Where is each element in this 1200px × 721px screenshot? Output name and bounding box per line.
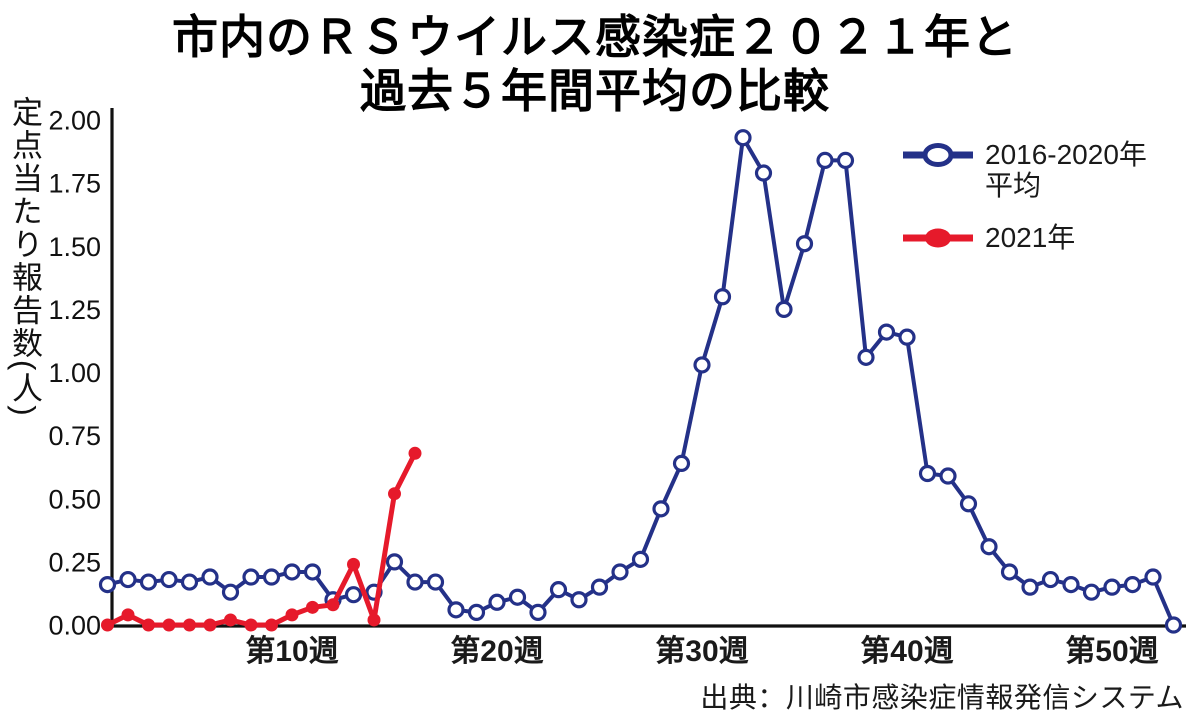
year2021-series-point-marker — [326, 598, 340, 612]
avg-series-point-marker — [898, 328, 916, 346]
avg-series-point-marker — [980, 538, 998, 556]
year2021-series-point-marker — [162, 618, 176, 632]
year2021-series-line — [105, 450, 418, 628]
x-axis-tick-label: 第30週 — [655, 634, 748, 668]
avg-series-point-marker — [283, 563, 301, 581]
year2021-series-point-marker — [142, 618, 155, 632]
avg-series-point-marker — [98, 575, 117, 594]
avg-series-point-marker — [713, 288, 732, 306]
y-axis-tick-label: 0.00 — [48, 611, 101, 641]
y-axis-tick-label: 1.25 — [48, 295, 101, 325]
avg-series-point-marker — [652, 500, 670, 518]
y-axis-tick-label: 0.50 — [48, 484, 101, 514]
avg-series-point-marker — [139, 573, 158, 591]
x-axis-tick-label: 第20週 — [450, 634, 543, 668]
avg-series-point-marker — [590, 578, 609, 596]
avg-series-point-marker — [1123, 575, 1142, 594]
avg-series-point-marker — [160, 570, 178, 589]
avg-series-point-marker — [426, 573, 445, 591]
legend-label-avg: 2016-2020年 平均 — [985, 139, 1147, 201]
avg-series-point-marker — [734, 129, 752, 147]
year2021-series-point-marker — [408, 446, 422, 460]
avg-series-point-marker — [918, 464, 937, 483]
avg-series-point-marker — [262, 568, 281, 586]
y-axis-tick-label: 1.75 — [48, 169, 101, 199]
avg-series-point-marker — [1000, 563, 1019, 581]
avg-series-point-marker — [775, 300, 793, 318]
chart-title-line1: 市内のＲＳウイルス感染症２０２１年と — [172, 11, 1018, 63]
avg-series-point-marker — [1021, 578, 1039, 596]
avg-series-point-marker — [672, 454, 691, 472]
avg-series-point-marker — [549, 581, 568, 599]
avg-series-point-marker — [754, 164, 773, 182]
y-axis-tick-label: 0.75 — [48, 421, 101, 451]
year2021-series-legend-marker-icon — [903, 228, 973, 248]
avg-series-point-marker — [119, 570, 137, 589]
avg-series-point-marker — [959, 495, 978, 513]
avg-series-point-marker — [795, 235, 814, 253]
y-axis-tick-label: 2.00 — [48, 106, 101, 136]
x-axis-tick-label: 第10週 — [245, 634, 338, 668]
avg-series-point-marker — [939, 467, 957, 485]
legend-item-2021: 2021年 — [903, 222, 1198, 253]
legend-label-avg-line2: 平均 — [985, 170, 1042, 201]
y-axis-tick-label: 1.00 — [48, 358, 101, 388]
avg-series-point-marker — [180, 573, 199, 591]
avg-series-point-marker — [857, 348, 875, 366]
avg-series-point-marker — [1144, 568, 1162, 586]
legend-item-avg: 2016-2020年 平均 — [903, 139, 1198, 201]
avg-series-point-marker — [344, 586, 363, 604]
year2021-series-point-marker — [285, 608, 299, 622]
avg-series-point-marker — [303, 563, 322, 581]
source-credit: 出典：川崎市感染症情報発信システム — [700, 682, 1184, 713]
x-axis-tick-label: 第40週 — [860, 634, 953, 668]
year2021-series-point-marker — [306, 600, 319, 614]
year2021-series-point-marker — [121, 608, 135, 622]
legend-label-2021: 2021年 — [985, 222, 1076, 253]
year2021-series-point-marker — [347, 557, 360, 571]
legend-label-avg-line1: 2016-2020年 — [985, 139, 1147, 170]
avg-series-point-marker — [529, 603, 547, 621]
year2021-series-point-marker — [388, 487, 401, 501]
avg-series-point-marker — [693, 356, 711, 374]
avg-series-point-marker — [467, 603, 486, 621]
avg-series-point-marker — [508, 588, 527, 606]
avg-series-point-marker — [836, 151, 855, 169]
avg-series-point-marker — [816, 151, 834, 169]
avg-series-point-marker — [201, 568, 219, 586]
year2021-series-point-marker — [244, 618, 258, 632]
y-axis-tick-label: 1.50 — [48, 232, 101, 262]
year2021-series-point-marker — [224, 613, 237, 627]
y-axis-title: 定点当たり報告数(人) — [7, 96, 42, 418]
year2021-series-point-marker — [265, 618, 278, 632]
chart-title-line2: 過去５年間平均の比較 — [360, 65, 830, 117]
chart-title: 市内のＲＳウイルス感染症２０２１年と 過去５年間平均の比較 — [0, 10, 1190, 118]
x-axis-tick-label: 第50週 — [1065, 634, 1158, 668]
avg-series-point-marker — [488, 593, 506, 611]
legend: 2016-2020年 平均 2021年 — [903, 139, 1198, 253]
avg-series-point-marker — [242, 568, 260, 586]
avg-series-point-marker — [406, 573, 424, 591]
avg-series-legend-marker-icon — [903, 143, 973, 167]
avg-series-point-marker — [1062, 575, 1080, 594]
year2021-series-point-marker — [101, 618, 114, 632]
avg-series-point-marker — [570, 591, 588, 609]
avg-series-point-marker — [877, 323, 896, 341]
year2021-series-point-marker — [367, 613, 381, 627]
y-axis-tick-label: 0.25 — [48, 547, 101, 577]
year2021-series-point-marker — [203, 618, 217, 632]
avg-series-point-marker — [631, 550, 650, 568]
avg-series-point-marker — [1041, 570, 1060, 589]
avg-series-point-marker — [385, 553, 404, 571]
avg-series-point-marker — [221, 583, 240, 601]
avg-series-point-marker — [447, 601, 465, 619]
avg-series-point-marker — [1082, 583, 1101, 601]
avg-series-point-marker — [1103, 578, 1121, 596]
avg-series-point-marker — [1164, 616, 1183, 634]
avg-series-point-marker — [611, 563, 629, 581]
year2021-series-point-marker — [183, 618, 196, 632]
